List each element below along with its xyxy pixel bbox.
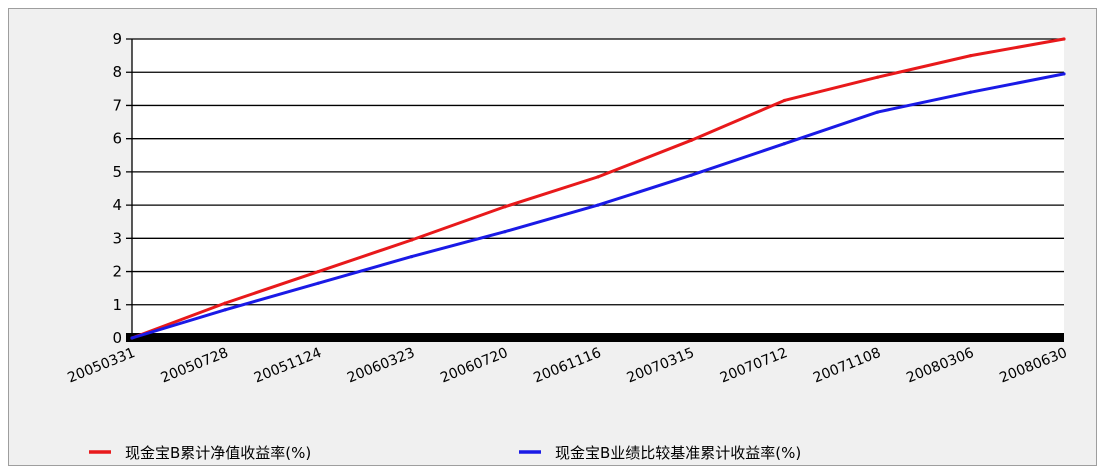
y-tick-label: 9 [112, 30, 122, 48]
series-1-point [503, 205, 507, 209]
y-tick-label: 5 [112, 163, 122, 181]
x-tick-label: 20061116 [531, 345, 603, 387]
gridlines [126, 38, 1064, 306]
x-tick-label: 20050331 [65, 345, 137, 387]
series-2-point [782, 142, 787, 146]
series-2-point [223, 308, 227, 312]
series-2-point [876, 110, 880, 114]
x-tick-label: 20050728 [159, 345, 231, 387]
x-tick-label: 20080630 [997, 345, 1069, 387]
series-1-point [782, 98, 787, 103]
x-tick-label: 20070712 [718, 345, 790, 387]
series-2-point [969, 90, 973, 94]
y-tick-label: 6 [112, 130, 122, 148]
series-2-point [503, 230, 507, 234]
y-tick-label: 8 [112, 63, 122, 81]
chart-frame: 0 1 2 3 4 5 6 7 8 9 20050331 20050728 20051124 20060… [8, 8, 1097, 466]
x-tick-label: 20071108 [811, 345, 883, 387]
series-2-point [596, 203, 600, 207]
series-2-point [130, 336, 134, 340]
x-tick-label: 20060720 [438, 345, 510, 387]
series-2-point [410, 255, 414, 259]
legend-label: 现金宝B累计净值收益率(%) [125, 444, 311, 462]
series-1-point [689, 138, 693, 142]
plot-area [132, 39, 1064, 338]
y-tick-label: 7 [112, 96, 122, 114]
x-axis: 20050331 20050728 20051124 20060323 20060720… [65, 333, 1069, 386]
y-tick-label: 4 [112, 196, 122, 214]
x-tick-label: 20060323 [345, 345, 417, 387]
series-lines [130, 37, 1066, 340]
series-1-point [316, 269, 320, 274]
line-chart: 0 1 2 3 4 5 6 7 8 9 20050331 20050728 20051124 20060… [65, 30, 1069, 462]
y-axis: 0 1 2 3 4 5 6 7 8 9 [112, 30, 133, 347]
y-tick-label: 0 [112, 329, 122, 347]
x-axis-baseline [126, 333, 1064, 342]
series-2-point [689, 173, 693, 177]
series-1-point [410, 238, 414, 242]
y-tick-label: 1 [112, 296, 122, 314]
plot-background [132, 39, 1064, 338]
x-tick-label: 20051124 [252, 345, 324, 387]
legend-label: 现金宝B业绩比较基准累计收益率(%) [555, 444, 801, 462]
series-1-point [969, 54, 973, 58]
series-2-point [1062, 72, 1066, 76]
y-tick-label: 2 [112, 263, 122, 281]
x-tick-label: 20080306 [904, 345, 976, 387]
y-tick-label: 3 [112, 229, 122, 247]
series-1-point [876, 75, 880, 79]
x-tick-label: 20070315 [625, 345, 697, 387]
series-1-point [223, 301, 227, 305]
legend: 现金宝B累计净值收益率(%) 现金宝B业绩比较基准累计收益率(%) [89, 444, 801, 462]
series-1-point [596, 175, 600, 179]
series-2-point [316, 281, 320, 285]
series-1-point [1062, 37, 1066, 41]
